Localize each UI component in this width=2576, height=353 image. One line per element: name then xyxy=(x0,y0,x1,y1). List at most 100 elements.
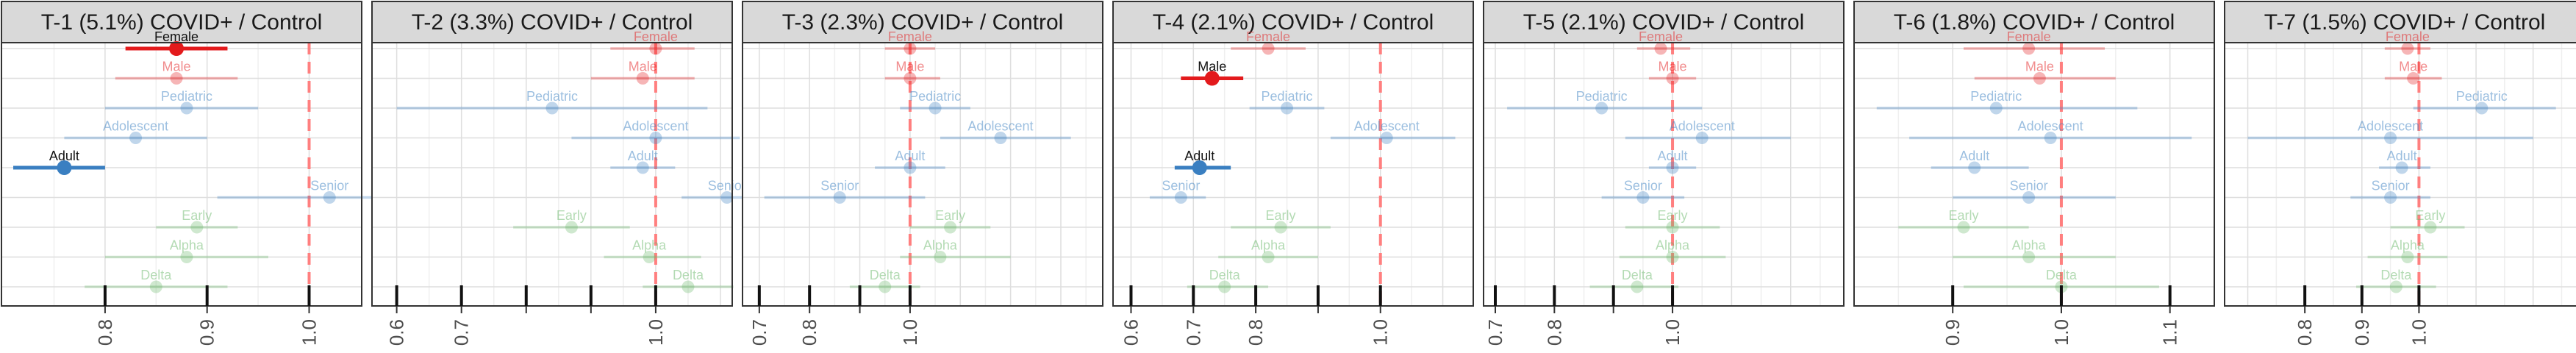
point-label-delta: Delta xyxy=(2046,268,2078,282)
point-label-pediatric: Pediatric xyxy=(909,89,961,104)
point-label-delta: Delta xyxy=(1209,268,1241,282)
point-estimate-delta xyxy=(1218,280,1231,293)
point-estimate-adolescent xyxy=(129,132,143,144)
point-label-delta: Delta xyxy=(673,268,704,282)
point-label-delta: Delta xyxy=(1622,268,1653,282)
x-axis-tick-label: 1.0 xyxy=(2408,319,2430,346)
point-estimate-adult xyxy=(1968,161,1981,174)
point-estimate-adult xyxy=(2395,161,2408,174)
point-estimate-female xyxy=(1654,42,1667,55)
facet-title: T-6 (1.8%) COVID+ / Control xyxy=(1894,10,2175,35)
point-estimate-early xyxy=(1957,221,1970,234)
point-label-adolescent: Adolescent xyxy=(1670,119,1735,134)
point-label-adult: Adult xyxy=(628,149,658,163)
point-label-early: Early xyxy=(935,208,965,223)
point-estimate-adult xyxy=(1666,161,1679,174)
x-axis-tick-label: 0.7 xyxy=(451,319,473,346)
x-axis-tick-label: 0.7 xyxy=(1182,319,1204,346)
point-estimate-male xyxy=(170,72,183,85)
plot-area xyxy=(1854,43,2214,306)
point-estimate-senior xyxy=(833,191,846,204)
plot-border xyxy=(1483,42,1845,307)
x-axis-tick-label: 1.0 xyxy=(2050,319,2072,346)
point-label-delta: Delta xyxy=(140,268,172,282)
point-label-alpha: Alpha xyxy=(1656,238,1690,253)
point-estimate-early xyxy=(565,221,578,234)
point-estimate-senior xyxy=(2384,191,2397,204)
point-estimate-pediatric xyxy=(545,101,559,115)
point-label-female: Female xyxy=(154,29,198,44)
point-estimate-female xyxy=(2022,42,2036,55)
plot-area xyxy=(1113,43,1473,306)
point-estimate-early xyxy=(190,221,204,234)
point-label-female: Female xyxy=(1246,29,1290,44)
x-axis-tick-label: 0.9 xyxy=(2351,319,2373,346)
point-label-alpha: Alpha xyxy=(632,238,667,253)
point-estimate-male xyxy=(636,72,649,85)
point-estimate-senior xyxy=(1174,191,1187,204)
plot-border xyxy=(2224,42,2576,307)
x-axis-tick-label: 1.0 xyxy=(899,319,921,346)
x-axis-tick-label: 0.8 xyxy=(2294,319,2316,346)
point-label-early: Early xyxy=(1266,208,1296,223)
point-estimate-senior xyxy=(323,191,336,204)
facet-title: T-3 (2.3%) COVID+ / Control xyxy=(782,10,1064,35)
x-axis-tick-label: 0.9 xyxy=(196,319,218,346)
point-label-adult: Adult xyxy=(1658,149,1688,163)
plot-border xyxy=(371,42,733,307)
point-label-pediatric: Pediatric xyxy=(1970,89,2022,104)
facet-title: T-5 (2.1%) COVID+ / Control xyxy=(1523,10,1805,35)
point-label-alpha: Alpha xyxy=(2012,238,2047,253)
point-estimate-alpha xyxy=(1666,251,1679,263)
point-label-adolescent: Adolescent xyxy=(2018,119,2083,134)
point-label-early: Early xyxy=(2415,208,2445,223)
x-axis-tick-label: 0.7 xyxy=(1484,319,1506,346)
point-label-adolescent: Adolescent xyxy=(2358,119,2423,134)
x-axis-tick-label: 0.6 xyxy=(386,319,408,346)
point-label-adult: Adult xyxy=(895,149,925,163)
point-label-female: Female xyxy=(2007,29,2051,44)
point-label-adult: Adult xyxy=(1184,149,1214,163)
point-estimate-adolescent xyxy=(1695,132,1709,144)
point-label-early: Early xyxy=(1948,208,1978,223)
point-label-senior: Senior xyxy=(1624,179,1662,193)
point-label-early: Early xyxy=(1658,208,1688,223)
point-estimate-male xyxy=(904,72,917,85)
point-estimate-adolescent xyxy=(1380,132,1393,144)
point-estimate-male xyxy=(2407,72,2420,85)
facet-strip xyxy=(1,1,362,43)
point-estimate-delta xyxy=(681,280,695,293)
point-estimate-delta xyxy=(2389,280,2403,293)
point-estimate-male xyxy=(1204,71,1220,86)
point-estimate-alpha xyxy=(180,251,193,263)
point-label-pediatric: Pediatric xyxy=(1262,89,1313,104)
point-estimate-alpha xyxy=(2022,251,2036,263)
x-axis-tick-label: 0.8 xyxy=(1245,319,1267,346)
point-label-senior: Senior xyxy=(820,179,859,193)
point-label-senior: Senior xyxy=(2372,179,2410,193)
point-label-pediatric: Pediatric xyxy=(526,89,578,104)
point-estimate-adult xyxy=(904,161,917,174)
point-label-male: Male xyxy=(895,60,924,74)
point-estimate-adolescent xyxy=(994,132,1007,144)
point-label-adolescent: Adolescent xyxy=(103,119,168,134)
facet-title: T-1 (5.1%) COVID+ / Control xyxy=(41,10,323,35)
point-estimate-pediatric xyxy=(1281,101,1294,115)
point-label-adult: Adult xyxy=(2387,149,2417,163)
point-label-alpha: Alpha xyxy=(923,238,958,253)
point-label-adolescent: Adolescent xyxy=(1354,119,1420,134)
point-label-pediatric: Pediatric xyxy=(161,89,212,104)
plot-area xyxy=(372,43,732,306)
point-estimate-female xyxy=(649,42,662,55)
point-label-senior: Senior xyxy=(2010,179,2048,193)
point-label-male: Male xyxy=(1659,60,1687,74)
point-label-early: Early xyxy=(557,208,587,223)
point-estimate-delta xyxy=(1631,280,1644,293)
point-label-female: Female xyxy=(888,29,932,44)
point-label-senior: Senior xyxy=(310,179,348,193)
facet-title: T-7 (1.5%) COVID+ / Control xyxy=(2264,10,2546,35)
